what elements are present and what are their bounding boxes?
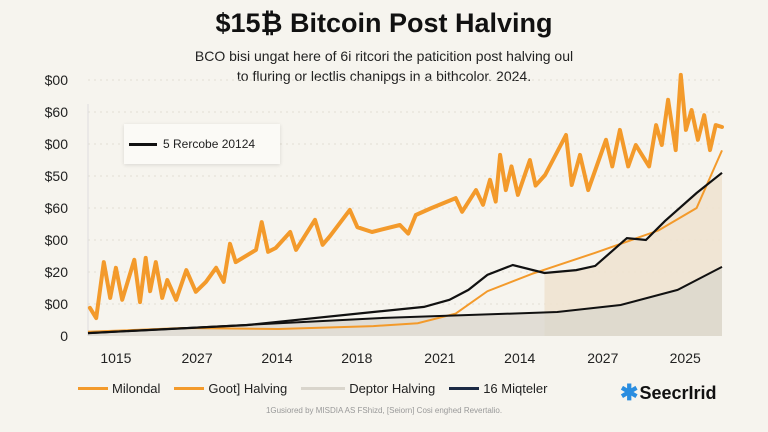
x-tick-label: 1015: [100, 350, 131, 366]
legend-label: Goot] Halving: [208, 381, 288, 396]
legend-label: Deptor Halving: [349, 381, 436, 396]
line-milondal: [87, 72, 724, 321]
legend-inset: 5 Rercobe 20124: [124, 124, 280, 164]
y-tick-label: $00: [45, 136, 69, 152]
chart-subtitle-line-1: BCO bisi ungat here of 6i ritcori the pa…: [194, 48, 574, 64]
legend-item-16-miqteler: 16 Miqteler: [449, 381, 548, 396]
x-tick-label: 2027: [587, 350, 618, 366]
legend-swatch: [301, 387, 346, 390]
x-tick-label: 2018: [341, 350, 372, 366]
legend-label: 16 Miqteler: [483, 381, 548, 396]
area-deptor-halving: [88, 266, 722, 336]
y-tick-label: $60: [45, 200, 69, 216]
legend: Milondal Goot] Halving Deptor Halving 16…: [78, 381, 562, 396]
y-tick-label: 0: [60, 328, 68, 344]
legend-swatch: [174, 387, 205, 390]
legend-label: Milondal: [112, 381, 161, 396]
y-tick-label: $00: [45, 296, 69, 312]
legend-item-deptor-halving: Deptor Halving: [301, 381, 435, 396]
y-tick-label: $20: [45, 264, 69, 280]
x-tick-label: 2021: [424, 350, 455, 366]
legend-item-milondal: Milondal: [78, 381, 160, 396]
line-5-rercobe-20124: [87, 171, 723, 335]
brand-logo: ✱ SeecrIrid: [620, 380, 716, 406]
logo-text: SeecrIrid: [639, 382, 717, 403]
y-tick-label: $50: [45, 168, 69, 184]
x-tick-label: 2014: [504, 350, 535, 366]
y-tick-label: $00: [45, 232, 69, 248]
x-tick-label: 2027: [181, 350, 212, 366]
legend-swatch: [78, 387, 108, 390]
x-tick-label: 2025: [670, 350, 701, 366]
footer-credit: 1Gusiored by MISDIA AS FShizd, [Seiorn] …: [265, 406, 503, 415]
y-tick-label: $60: [45, 104, 69, 120]
line-goot-halving: [87, 149, 723, 333]
legend-inset-swatch: [129, 142, 157, 146]
y-tick-label: $00: [45, 72, 69, 88]
legend-swatch: [449, 387, 480, 390]
snowflake-asterisk-icon: ✱: [620, 380, 639, 405]
x-tick-label: 2014: [261, 350, 292, 366]
legend-item-goot-halving: Goot] Halving: [174, 381, 287, 396]
chart-title: $15₿ Bitcoin Post Halving: [215, 8, 553, 38]
legend-inset-label: 5 Rercobe 20124: [163, 137, 256, 151]
line-16-miqteler: [87, 266, 723, 335]
